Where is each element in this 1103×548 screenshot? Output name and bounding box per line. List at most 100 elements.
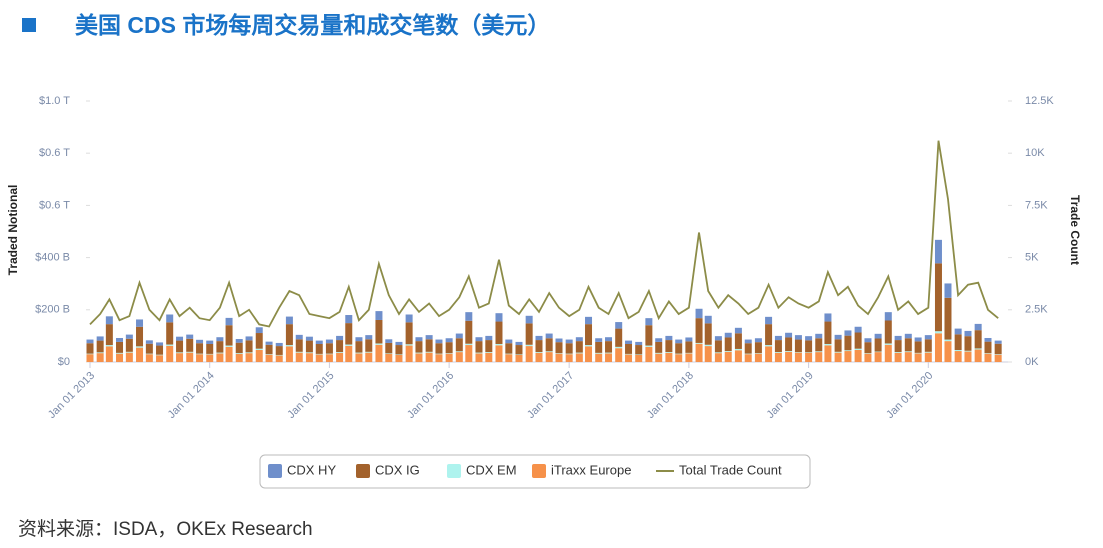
bar-segment [695, 308, 703, 319]
bar-segment [336, 335, 344, 341]
bar-segment [176, 352, 184, 354]
y-tick-label: $0.6 T [39, 199, 70, 211]
bar-segment [445, 342, 453, 354]
bar-segment [295, 339, 303, 352]
bar-segment [734, 333, 742, 349]
bar-segment [186, 334, 194, 339]
bar-segment [744, 353, 752, 355]
bar-segment [345, 323, 353, 345]
bar-segment [325, 354, 333, 362]
bar-segment [186, 352, 194, 362]
bar-segment [86, 343, 94, 354]
bar-segment [944, 297, 952, 340]
bar-segment [435, 353, 443, 355]
bar-segment [805, 352, 813, 353]
bar-segment [984, 341, 992, 354]
bar-segment [315, 353, 323, 355]
bar-segment [405, 322, 413, 345]
bar-segment [385, 353, 393, 354]
bar-segment [595, 338, 603, 342]
bar-segment [864, 338, 872, 343]
legend-label: CDX IG [375, 462, 420, 477]
bar-segment [615, 328, 623, 347]
bar-segment [145, 340, 153, 344]
bar-segment [964, 351, 972, 362]
bar-segment [645, 345, 653, 347]
bar-segment [415, 352, 423, 354]
bar-segment [744, 354, 752, 362]
bar-segment [874, 351, 882, 353]
bar-segment [475, 337, 483, 342]
bar-segment [884, 343, 892, 345]
bar-segment [575, 353, 583, 362]
y2-tick-label: 0K [1025, 356, 1039, 368]
bar-segment [904, 352, 912, 362]
legend-label: CDX EM [466, 462, 517, 477]
bar-segment [994, 343, 1002, 355]
bar-segment [96, 353, 104, 362]
bar-segment [345, 344, 353, 346]
bar-segment [665, 340, 673, 353]
bar-segment [365, 335, 373, 340]
bar-segment [535, 352, 543, 353]
bar-segment [714, 340, 722, 353]
bar-segment [924, 351, 932, 353]
bar-segment [96, 336, 104, 341]
y-tick-label: $200 B [35, 304, 70, 316]
bar-segment [245, 353, 253, 362]
bar-segment [934, 331, 942, 334]
bar-segment [685, 353, 693, 362]
bar-segment [145, 354, 153, 362]
bar-segment [235, 342, 243, 354]
bar-segment [445, 353, 453, 362]
bar-segment [724, 351, 732, 362]
x-tick-label: Jan 01 2018 [645, 370, 696, 421]
bar-segment [774, 352, 782, 353]
bar-segment [515, 345, 523, 355]
bar-segment [216, 352, 224, 354]
bar-segment [405, 314, 413, 323]
bar-segment [815, 338, 823, 352]
bar-segment [336, 340, 344, 353]
x-tick-label: Jan 01 2013 [46, 370, 97, 421]
x-tick-label: Jan 01 2017 [525, 370, 576, 421]
bar-segment [206, 354, 214, 362]
bar-segment [655, 338, 663, 342]
y2-tick-label: 12.5K [1025, 95, 1054, 107]
bar-segment [196, 339, 204, 344]
bar-segment [405, 344, 413, 346]
bar-segment [235, 339, 243, 343]
bar-segment [385, 353, 393, 362]
bar-segment [455, 352, 463, 362]
bar-segment [425, 339, 433, 352]
bar-segment [685, 352, 693, 354]
bar-segment [176, 340, 184, 353]
bar-segment [714, 353, 722, 362]
bar-segment [555, 353, 563, 354]
bar-segment [166, 314, 174, 323]
bar-segment [96, 340, 104, 353]
bar-segment [774, 352, 782, 362]
bar-segment [695, 318, 703, 343]
bar-segment [974, 349, 982, 362]
bar-segment [435, 354, 443, 362]
bar-segment [894, 340, 902, 353]
bar-segment [105, 324, 113, 346]
bar-segment [295, 351, 303, 353]
bar-segment [655, 352, 663, 354]
bar-segment [475, 352, 483, 354]
bar-segment [635, 354, 643, 362]
bar-segment [515, 341, 523, 346]
bar-segment [854, 349, 862, 362]
bar-segment [785, 351, 793, 352]
bar-segment [765, 345, 773, 347]
bar-segment [216, 337, 224, 342]
bar-segment [425, 351, 433, 353]
bar-segment [565, 354, 573, 362]
bar-segment [415, 337, 423, 342]
bar-segment [844, 351, 852, 362]
bar-segment [365, 352, 373, 362]
bar-segment [964, 336, 972, 351]
bar-segment [216, 353, 224, 362]
bar-segment [854, 348, 862, 350]
